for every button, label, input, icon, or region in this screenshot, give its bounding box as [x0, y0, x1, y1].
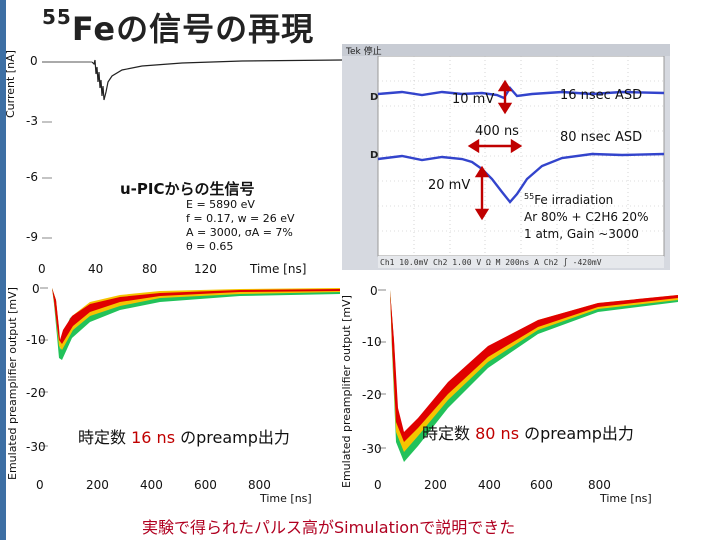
bl-x-label: Time [ns]	[260, 492, 312, 505]
top-left-plot-canvas	[42, 52, 342, 262]
bl-ytick-1: -10	[26, 333, 46, 347]
bl-xtick-2: 400	[140, 478, 163, 492]
bl-caption: 時定数 16 ns のpreamp出力	[78, 428, 290, 447]
bottom-right-canvas	[378, 282, 678, 478]
scope-anno-80ns: 80 nsec ASD	[560, 130, 643, 145]
br-caption: 時定数 80 ns のpreamp出力	[422, 424, 634, 443]
top-ytick-2: -6	[26, 170, 38, 184]
param-fano: f = 0.17, w = 26 eV	[186, 212, 295, 225]
oscilloscope-screenshot: D D Tek 停止 Ch1 10.0mV Ch2 1.00 V Ω M 200…	[342, 44, 670, 270]
current-trace	[91, 59, 342, 101]
scope-anno-400ns: 400 ns	[475, 124, 519, 139]
top-plot-legend-title: u-PICからの生信号	[120, 180, 255, 198]
scope-anno-10mv: 10 mV	[452, 92, 495, 107]
accent-bar	[0, 0, 6, 540]
slide-title: 55Feの信号の再現	[42, 5, 315, 48]
top-x-label: Time [ns]	[250, 262, 307, 276]
bl-ytick-3: -30	[26, 440, 46, 454]
bl-ytick-2: -20	[26, 386, 46, 400]
bl-xtick-0: 0	[36, 478, 44, 492]
top-xtick-2: 80	[142, 262, 158, 276]
bl-xtick-4: 800	[248, 478, 271, 492]
top-ytick-3: -9	[26, 230, 38, 244]
svg-text:D: D	[370, 92, 378, 103]
bottom-left-canvas	[40, 280, 340, 476]
scope-status: Ch1 10.0mV Ch2 1.00 V Ω M 200ns A Ch2 ∫ …	[380, 258, 602, 267]
bl-xtick-3: 600	[194, 478, 217, 492]
bl-ytick-0: 0	[32, 282, 40, 296]
param-gain: A = 3000, σA = 7%	[186, 226, 293, 239]
irradiation-line2: Ar 80% + C2H6 20%	[524, 210, 649, 224]
br-xtick-3: 600	[530, 478, 553, 492]
br-xtick-0: 0	[374, 478, 382, 492]
br-ytick-1: -10	[362, 335, 382, 349]
top-ytick-0: 0	[30, 54, 38, 68]
br-ytick-0: 0	[370, 284, 378, 298]
top-plot-y-label: Current [nA]	[4, 50, 17, 118]
svg-text:D: D	[370, 150, 378, 161]
top-left-plot	[42, 52, 342, 262]
conclusion-text: 実験で得られたパルス高がSimulationで説明できた	[142, 518, 516, 537]
scope-header: Tek 停止	[345, 45, 382, 57]
scope-trace-80ns	[377, 152, 665, 204]
br-ytick-3: -30	[362, 442, 382, 456]
top-xtick-1: 40	[88, 262, 104, 276]
scope-canvas: D D Tek 停止 Ch1 10.0mV Ch2 1.00 V Ω M 200…	[342, 44, 670, 270]
br-xtick-2: 400	[478, 478, 501, 492]
bottom-left-plot	[40, 280, 340, 476]
br-xtick-4: 800	[588, 478, 611, 492]
bottom-right-plot	[378, 282, 678, 478]
bottom-right-y-label: Emulated preamplifier output [mV]	[340, 295, 353, 488]
br-ytick-2: -20	[362, 388, 382, 402]
top-ytick-1: -3	[26, 114, 38, 128]
scope-anno-16ns: 16 nsec ASD	[560, 88, 643, 103]
param-energy: E = 5890 eV	[186, 198, 255, 211]
bottom-left-y-label: Emulated preamplifier output [mV]	[6, 287, 19, 480]
irradiation-line3: 1 atm, Gain ~3000	[524, 227, 639, 241]
br-xtick-1: 200	[424, 478, 447, 492]
scope-anno-20mv: 20 mV	[428, 178, 471, 193]
bl-xtick-1: 200	[86, 478, 109, 492]
irradiation-line1: 55Fe irradiation	[524, 192, 614, 207]
top-xtick-0: 0	[38, 262, 46, 276]
br-x-label: Time [ns]	[600, 492, 652, 505]
param-theta: θ = 0.65	[186, 240, 234, 253]
top-xtick-3: 120	[194, 262, 217, 276]
